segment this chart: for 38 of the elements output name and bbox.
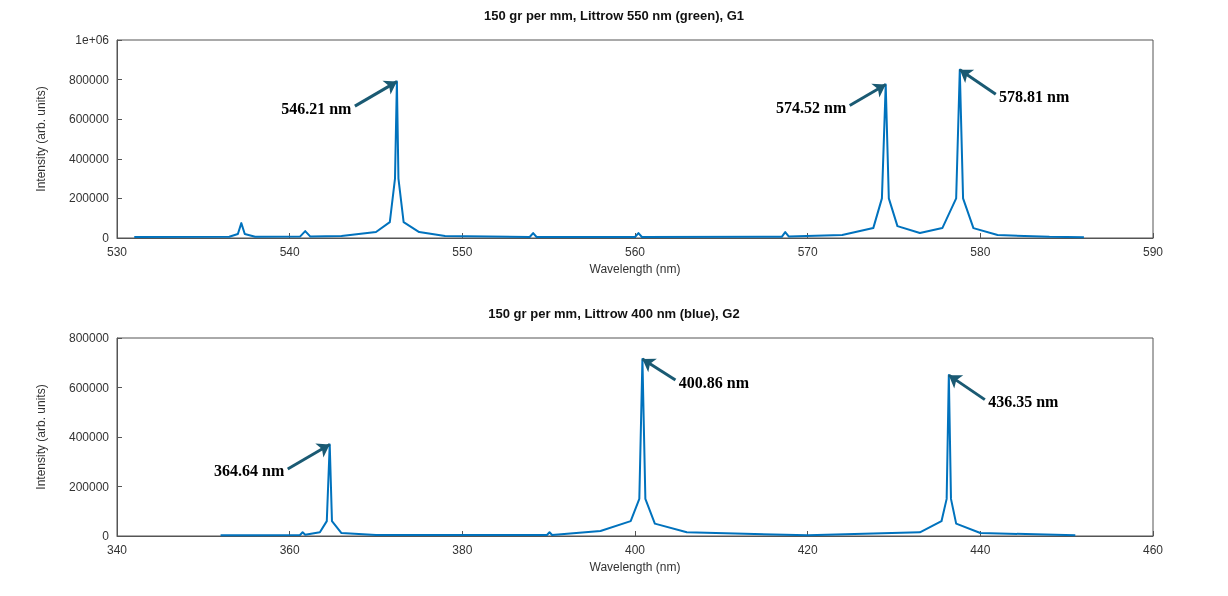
x-tick-label: 440	[970, 543, 991, 557]
x-tick-label: 550	[452, 245, 473, 259]
x-tick-label: 580	[970, 245, 991, 259]
y-tick-label: 600000	[68, 112, 110, 127]
annotation: 364.64 nm	[214, 462, 285, 480]
y-tick-label: 200000	[68, 479, 110, 494]
line-series	[133, 68, 1085, 239]
x-tick-label: 400	[624, 543, 646, 557]
x-tick-label: 590	[1142, 245, 1164, 259]
x-tick-label: 530	[106, 245, 128, 259]
x-tick-label: 340	[106, 543, 128, 557]
y-tick-label: 200000	[68, 191, 110, 206]
chart-title: 150 gr per mm, Littrow 550 nm (green), G1	[483, 8, 745, 23]
y-axis-title: Intensity (arb. units)	[34, 384, 48, 490]
x-tick-label: 420	[797, 543, 818, 557]
y-tick-label: 400000	[68, 430, 110, 444]
y-tick-label: 600000	[68, 380, 110, 395]
annotation: 400.86 nm	[678, 373, 750, 391]
y-tick-label: 800000	[68, 331, 110, 345]
annotation: 574.52 nm	[776, 99, 847, 117]
y-tick-label: 0	[102, 231, 110, 245]
x-tick-label: 540	[279, 245, 300, 259]
x-tick-label: 560	[624, 245, 646, 259]
y-tick-label: 1e+06	[75, 33, 110, 47]
annotation: 546.21 nm	[281, 99, 353, 117]
x-tick-label: 380	[452, 543, 473, 557]
x-tick-label: 570	[797, 245, 818, 259]
y-tick-label: 0	[102, 529, 110, 543]
chart-title: 150 gr per mm, Littrow 400 nm (blue), G2	[488, 306, 740, 321]
annotation: 578.81 nm	[999, 87, 1070, 105]
y-axis-title: Intensity (arb. units)	[34, 86, 48, 192]
annotation: 436.35 nm	[988, 393, 1060, 411]
x-tick-label: 360	[279, 543, 300, 557]
y-tick-label: 400000	[68, 151, 110, 166]
x-axis-title: Wavelength (nm)	[589, 261, 681, 276]
x-axis-title: Wavelength (nm)	[589, 559, 681, 574]
y-tick-label: 800000	[68, 72, 110, 87]
x-tick-label: 460	[1142, 543, 1164, 557]
